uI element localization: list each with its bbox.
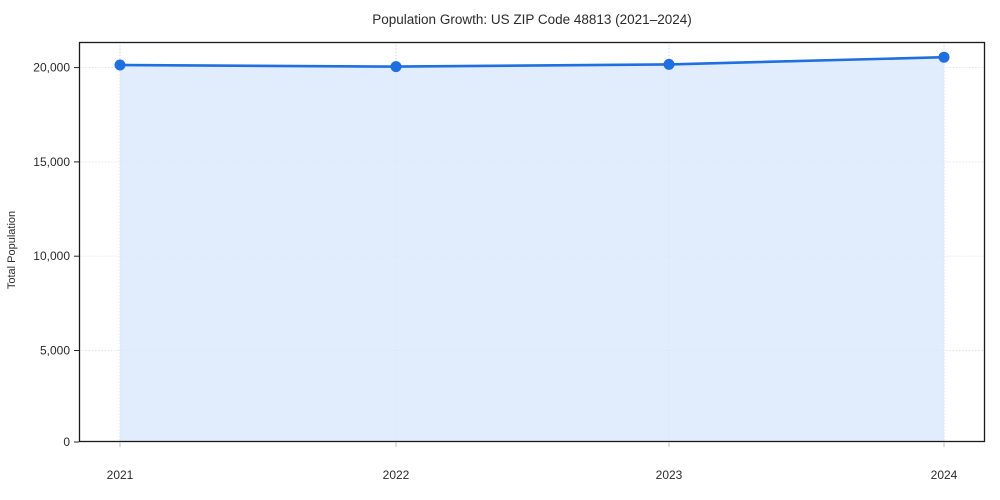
svg-text:2023: 2023 xyxy=(656,468,683,482)
svg-text:5,000: 5,000 xyxy=(40,344,70,358)
svg-text:20,000: 20,000 xyxy=(33,61,70,75)
svg-text:2024: 2024 xyxy=(931,468,958,482)
svg-text:0: 0 xyxy=(63,435,70,449)
svg-text:10,000: 10,000 xyxy=(33,249,70,263)
svg-text:2021: 2021 xyxy=(107,468,134,482)
svg-text:15,000: 15,000 xyxy=(33,155,70,169)
svg-text:2022: 2022 xyxy=(383,468,410,482)
